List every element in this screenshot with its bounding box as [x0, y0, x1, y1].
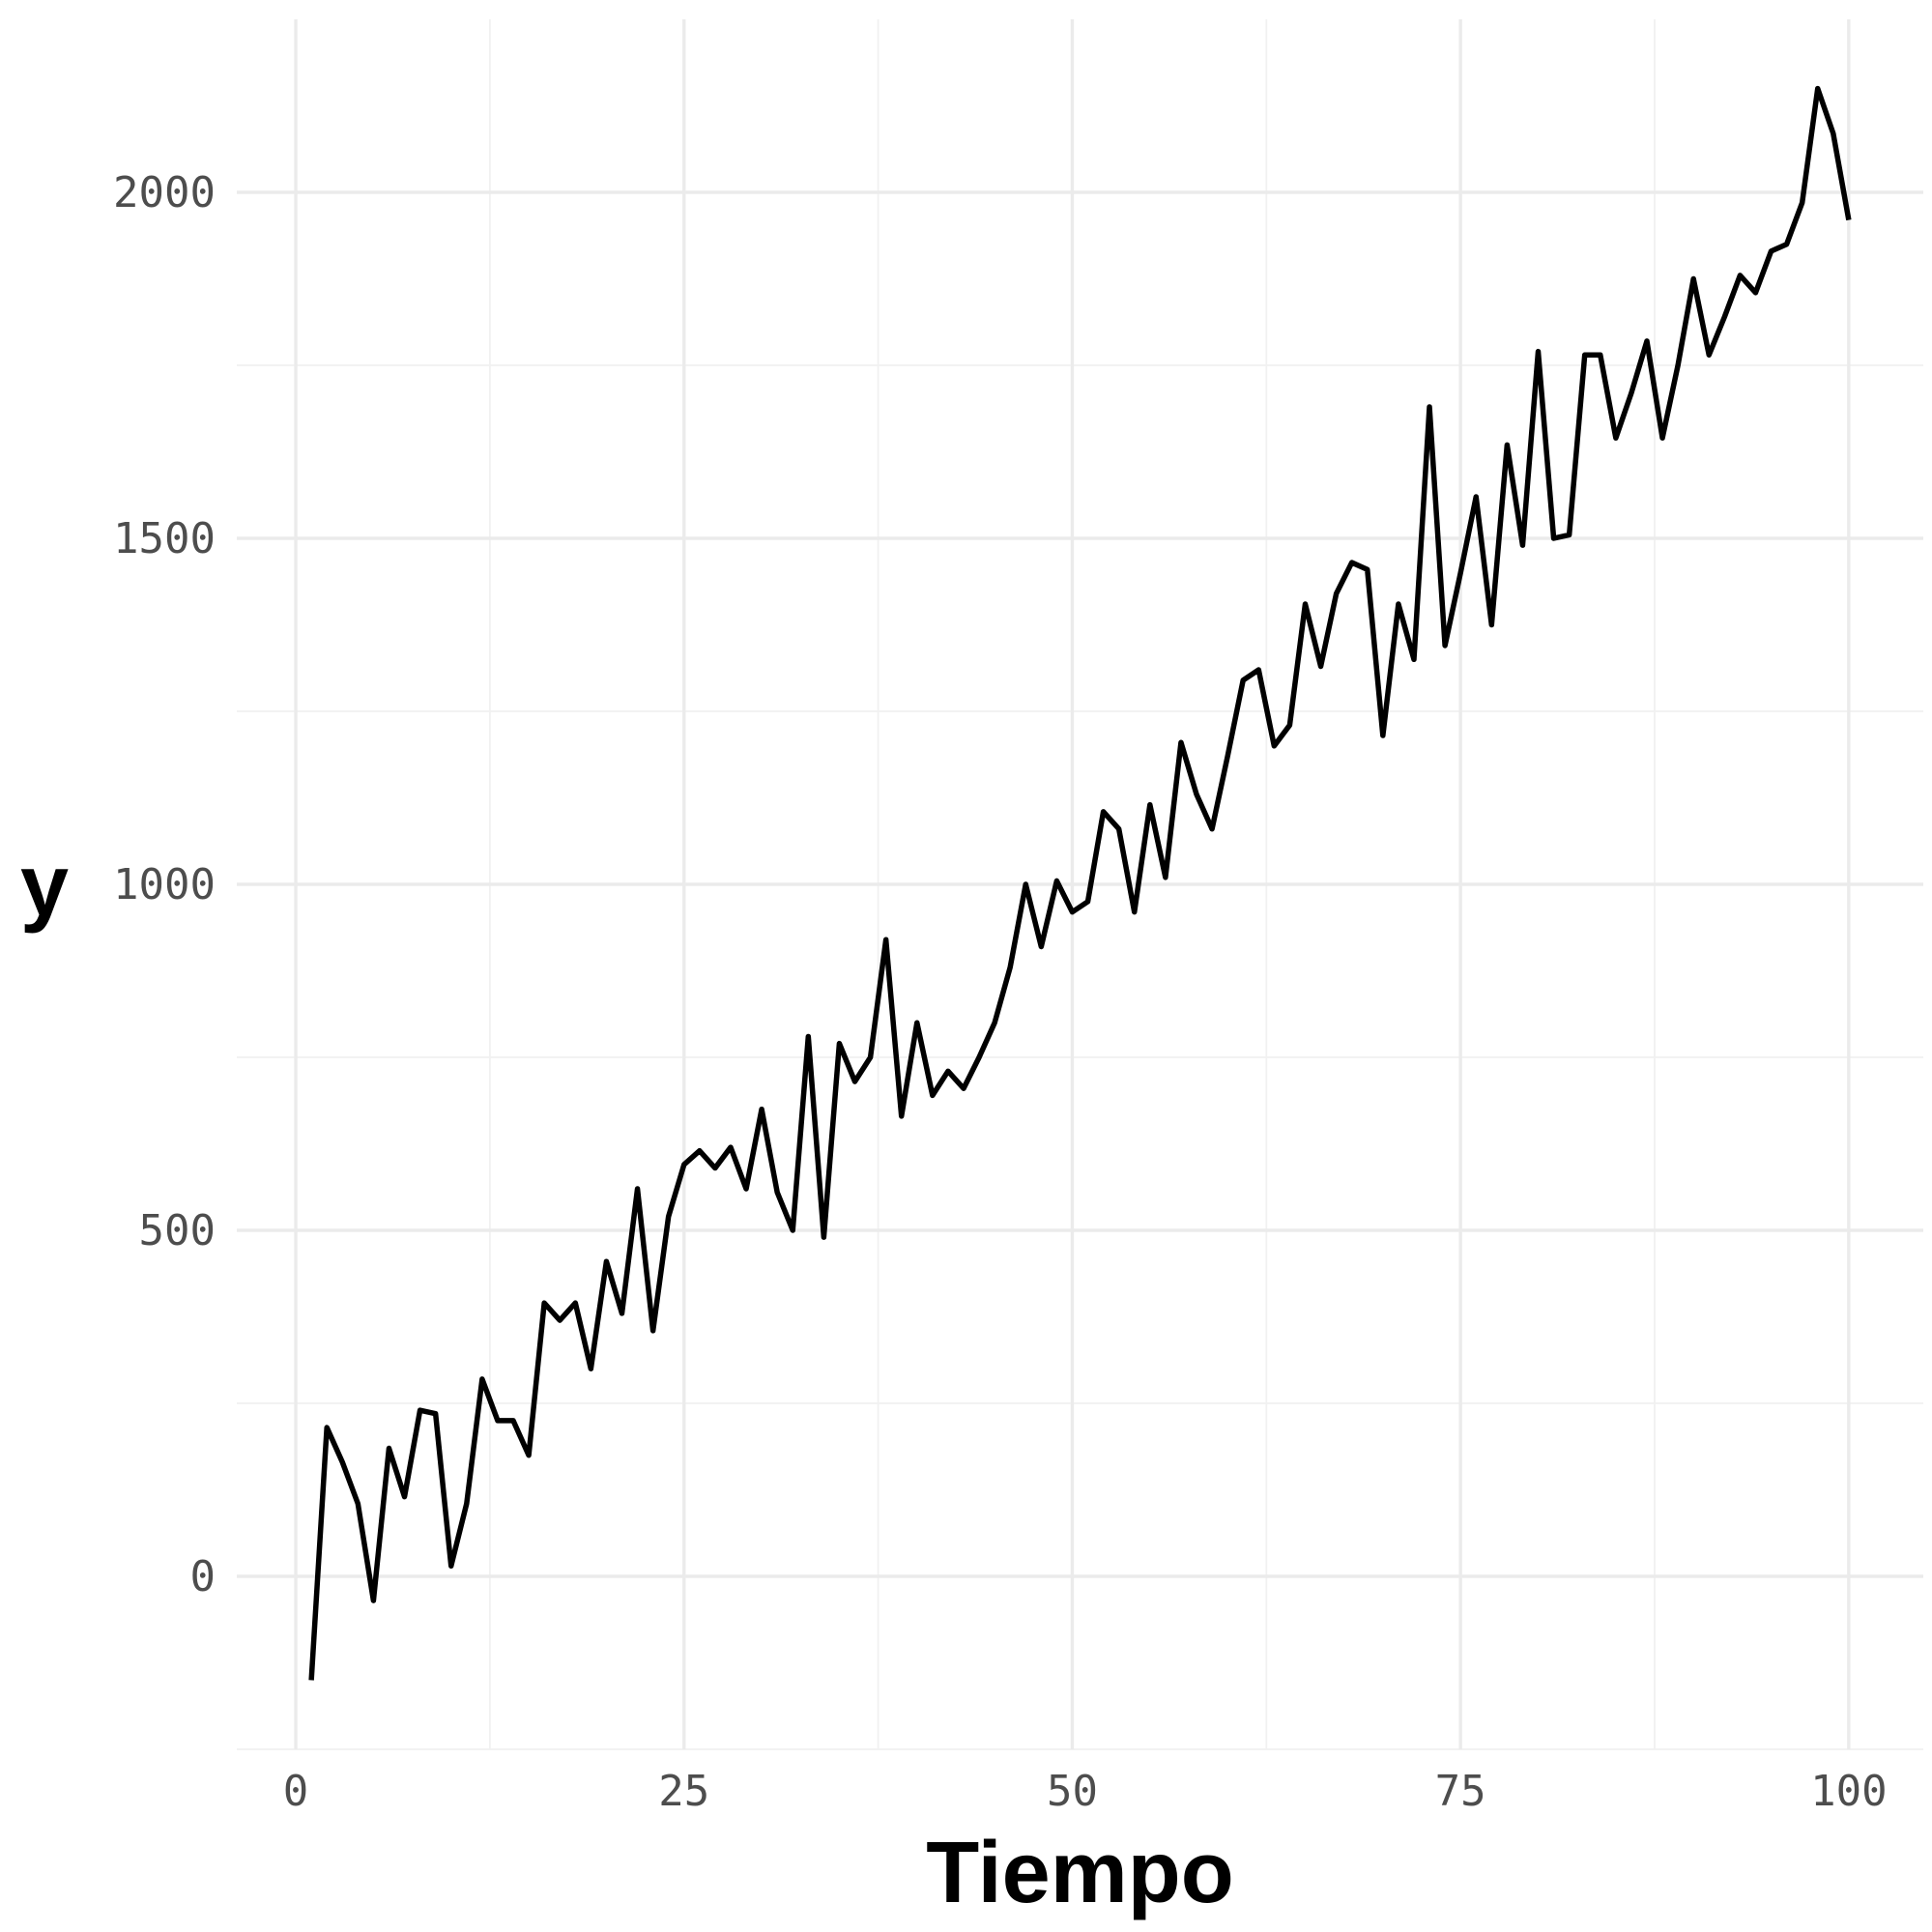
- y-axis-tick-labels: 0 500 1000 1500 2000: [113, 168, 216, 1601]
- x-axis-title: Tiempo: [926, 1825, 1233, 1921]
- y-tick-label: 1500: [113, 514, 216, 563]
- series-line-0: [308, 85, 1852, 1681]
- major-gridlines: [237, 19, 1923, 1749]
- y-tick-label: 0: [190, 1552, 216, 1601]
- y-tick-label: 1000: [113, 860, 216, 909]
- x-axis-tick-labels: 0 25 50 75 100: [283, 1767, 1888, 1816]
- y-tick-label: 2000: [113, 168, 216, 217]
- x-tick-label: 75: [1435, 1767, 1486, 1816]
- y-axis-title: y: [20, 838, 69, 935]
- x-tick-label: 0: [283, 1767, 309, 1816]
- minor-gridlines: [237, 19, 1923, 1750]
- x-tick-label: 50: [1047, 1767, 1098, 1816]
- series-layer: [308, 85, 1852, 1681]
- x-tick-label: 100: [1810, 1767, 1887, 1816]
- y-tick-label: 500: [139, 1206, 216, 1255]
- x-tick-label: 25: [658, 1767, 709, 1816]
